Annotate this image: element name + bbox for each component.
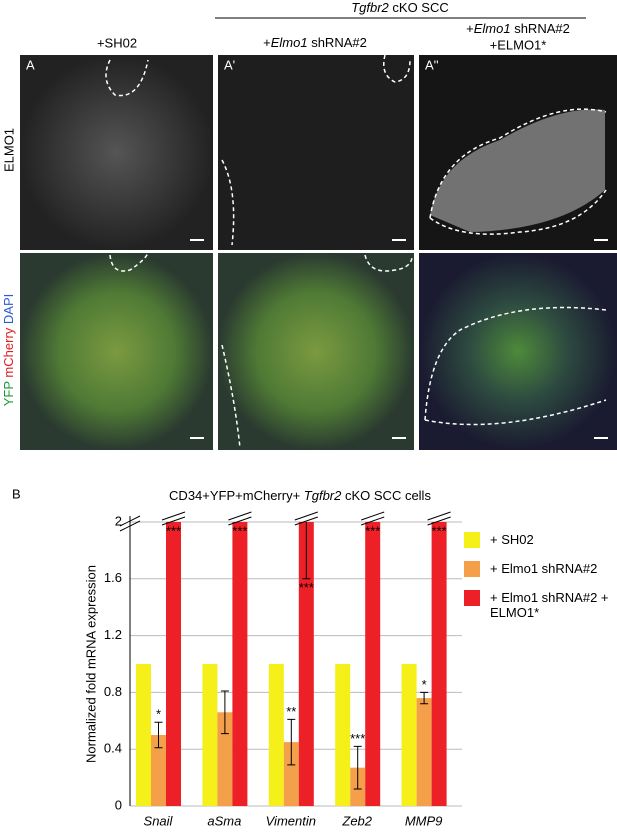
label-part: + [263,35,271,50]
error-bar [353,745,362,790]
title-part: cKO SCC cells [341,488,431,503]
legend-label: + Elmo1 shRNA#2 [490,561,598,576]
row-label-part: YFP [1,381,16,406]
image [20,253,213,450]
panel-letter: A'' [425,57,439,72]
panel-letter: B [12,486,21,501]
image [218,253,414,450]
legend-label: + Elmo1 shRNA#2 + ELMO1* [490,590,609,620]
significance: *** [299,580,314,595]
significance: * [156,707,161,722]
column-label: +SH02 [97,35,137,50]
scale-bars [190,239,608,439]
axis-break [161,511,186,526]
chart-title: CD34+YFP+mCherry+ Tgfbr2 cKO SCC cells [169,488,431,503]
significance: * [422,677,427,692]
label-part: shRNA#2 [308,35,367,50]
y-tick-label: 0.8 [104,684,122,699]
x-tick-label: Vimentin [266,813,316,828]
axis-break [228,511,252,526]
y-tick-label: 0 [115,797,122,812]
significance: *** [166,523,181,538]
panel-letter: A' [224,57,235,72]
bar [166,522,181,806]
label-part: + [466,21,474,36]
axis-break [427,511,451,526]
bar [298,522,314,806]
bar [431,522,447,806]
row-label: YFP mCherry DAPI [1,294,16,407]
axis-break [119,515,141,532]
label-part: Elmo1 [271,35,308,50]
legend-swatch [464,561,480,577]
axis-break [294,511,318,526]
outlines [105,54,607,449]
image [419,253,617,450]
significance: *** [432,523,447,538]
title-part: Tgfbr2 [304,488,342,503]
x-tick-label: Snail [144,813,174,828]
bar [416,698,432,806]
row-label-part: DAPI [1,294,16,324]
y-tick-label: 1.2 [104,627,122,642]
x-tick-label: Zeb2 [341,813,372,828]
bar [151,735,166,806]
legend-entry: + Elmo1 shRNA#2 + ELMO1* [464,590,615,620]
column-label: +ELMO1* [490,37,547,52]
y-tick-label: 2 [115,513,122,528]
bar [283,742,299,806]
column-label: +Elmo1 shRNA#2 [466,21,570,36]
row-label-part: mCherry [1,327,16,377]
bar [335,664,351,806]
bar [268,664,284,806]
panel-letter: A [26,57,35,72]
row-label: ELMO1 [1,128,16,172]
label-part: Elmo1 [474,21,511,36]
error-bar [302,522,311,580]
bar [401,664,417,806]
cells [430,109,605,232]
y-tick-label: 0.4 [104,741,122,756]
label-part: shRNA#2 [511,21,570,36]
microscopy: A A' A'' ELMO1 YFP mCherry DAPI [1,54,617,450]
error-bar [220,690,229,735]
header: Tgfbr2 cKO SCC [351,0,449,15]
legend: + SH02 + Elmo1 shRNA#2 + Elmo1 shRNA#2 + E… [464,532,615,634]
y-tick-label: 1.6 [104,570,122,585]
legend-label: + SH02 [490,532,534,547]
legend-swatch [464,532,480,548]
axis-break [361,511,385,526]
bar [202,664,218,806]
error-bar [154,721,163,749]
y-axis-label: Normalized fold mRNA expression [83,565,98,763]
image [218,55,414,250]
error-bar [287,718,296,766]
bar [217,712,233,806]
significance: *** [232,523,247,538]
legend-swatch [464,590,480,606]
error-bar [420,691,429,705]
legend-entry: + Elmo1 shRNA#2 [464,561,615,577]
x-tick-label: MMP9 [405,813,443,828]
image [20,55,213,250]
bar [232,522,248,806]
bar [365,522,381,806]
column-label: +Elmo1 shRNA#2 [263,35,367,50]
legend-entry: + SH02 [464,532,615,548]
header-gene: Tgfbr2 [351,0,389,15]
bar [136,664,151,806]
header-rest: cKO SCC [389,0,449,15]
significance: *** [365,523,380,538]
x-tick-label: aSma [207,813,241,828]
significance: *** [350,731,365,746]
significance: ** [286,704,296,719]
title-part: CD34+YFP+mCherry+ [169,488,304,503]
